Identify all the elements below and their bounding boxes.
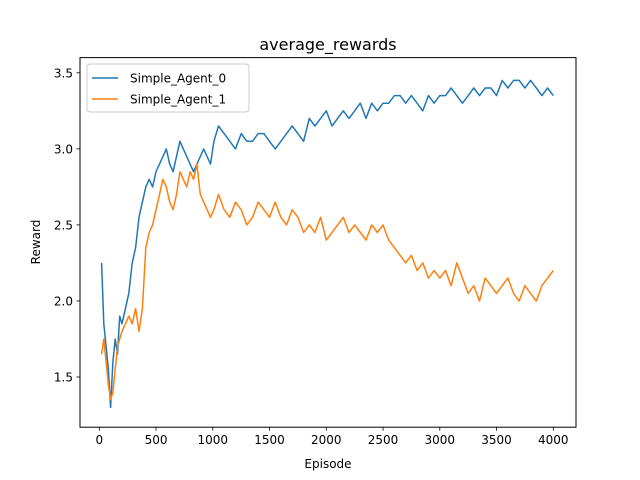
y-tick-label: 1.5 xyxy=(54,371,73,385)
y-axis-label: Reward xyxy=(29,220,43,265)
x-tick-label: 3500 xyxy=(481,433,512,447)
y-axis: 1.5 2.0 2.5 3.0 3.5 xyxy=(54,66,80,385)
plot-lines xyxy=(100,79,554,409)
y-tick-label: 2.5 xyxy=(54,218,73,232)
x-axis-label: Episode xyxy=(304,457,351,471)
x-tick-label: 500 xyxy=(145,433,168,447)
y-tick-label: 3.5 xyxy=(54,66,73,80)
x-tick-label: 1500 xyxy=(254,433,285,447)
x-tick-label: 4000 xyxy=(538,433,569,447)
x-tick-label: 2000 xyxy=(311,433,342,447)
x-tick-label: 2500 xyxy=(368,433,399,447)
x-axis: 0 500 1000 1500 2000 2500 3000 3500 4000 xyxy=(95,427,569,447)
plot-frame xyxy=(79,57,577,428)
legend-label-0: Simple_Agent_0 xyxy=(130,72,226,86)
legend: Simple_Agent_0 Simple_Agent_1 xyxy=(86,63,250,113)
legend-box xyxy=(86,63,250,113)
y-tick-label: 3.0 xyxy=(54,142,73,156)
legend-label-1: Simple_Agent_1 xyxy=(130,93,226,107)
series-line-1 xyxy=(100,163,554,401)
x-tick-label: 0 xyxy=(95,433,103,447)
series-line-0 xyxy=(100,79,554,409)
y-tick-label: 2.0 xyxy=(54,294,73,308)
x-tick-label: 1000 xyxy=(198,433,229,447)
chart-title: average_rewards xyxy=(259,35,396,55)
x-tick-label: 3000 xyxy=(425,433,456,447)
